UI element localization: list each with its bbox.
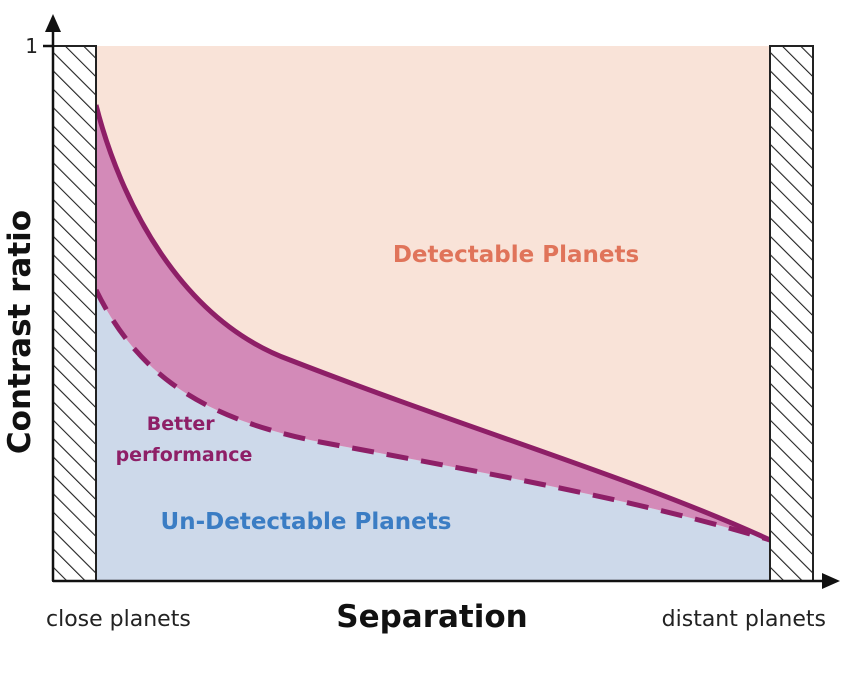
outer-working-angle-hatch [769, 45, 814, 582]
y-axis-label: Contrast ratio [2, 210, 38, 454]
undetectable-region [96, 290, 770, 581]
undetectable-planets-label: Un-Detectable Planets [161, 509, 452, 535]
better-performance-curve [93, 104, 772, 543]
better-performance-line-2: performance [116, 444, 253, 466]
x-axis-arrow-icon [822, 573, 840, 589]
x-axis-right-label: distant planets [662, 607, 826, 632]
x-axis-left-label: close planets [46, 607, 191, 632]
improvement-band [96, 105, 770, 540]
y-axis-arrow-icon [45, 14, 61, 32]
inner-working-angle-hatch [52, 45, 97, 582]
y-tick-label-top: 1 [25, 34, 38, 58]
detectable-planets-label: Detectable Planets [393, 242, 639, 268]
better-performance-label: Better performance [116, 413, 253, 466]
x-axis-label: Separation [336, 599, 527, 635]
better-performance-line-1: Better [147, 413, 215, 435]
